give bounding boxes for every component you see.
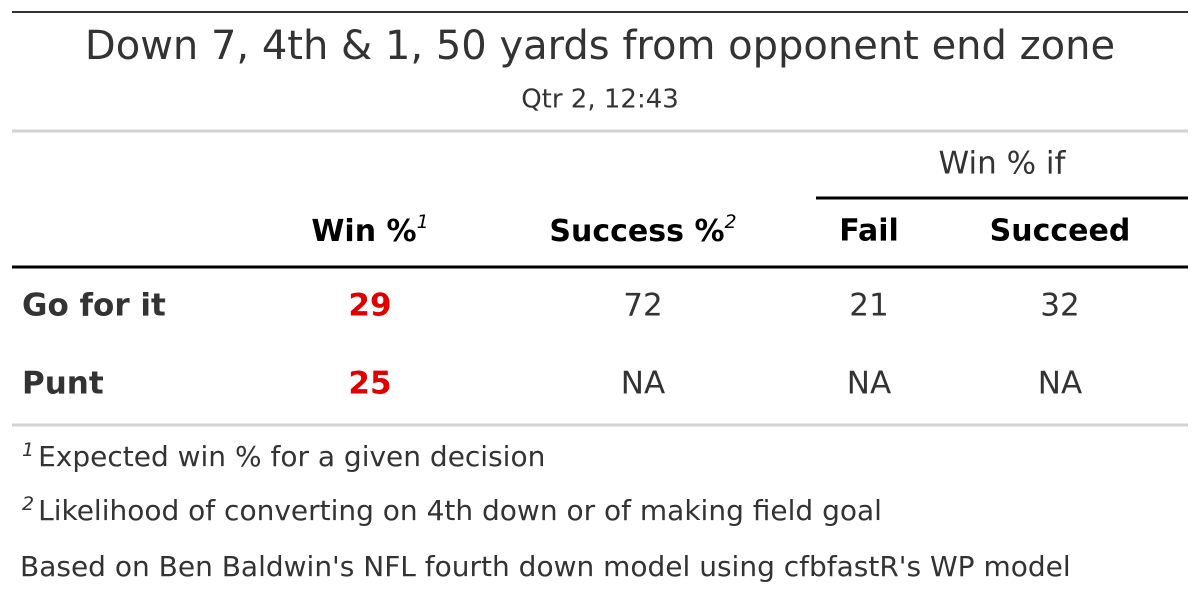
column-text: Success %: [549, 214, 724, 249]
cell: NA: [847, 366, 891, 402]
footnote: 1 Expected win % for a given decision: [22, 439, 545, 474]
column-label: Fail: [839, 214, 899, 249]
cell: 25: [348, 366, 391, 402]
row-label: Go for it: [22, 288, 166, 324]
footnote-mark: 1: [417, 211, 429, 233]
footnote-text: Expected win % for a given decision: [38, 440, 545, 473]
title: Down 7, 4th & 1, 50 yards from opponent …: [85, 23, 1115, 69]
footnote: 2 Likelihood of converting on 4th down or…: [22, 493, 882, 528]
column-text: Win %: [311, 214, 416, 249]
footnote-text: Likelihood of converting on 4th down or …: [38, 494, 882, 527]
cell: 72: [623, 288, 662, 324]
subtitle: Qtr 2, 12:43: [521, 85, 679, 115]
footnote-mark: 2: [22, 493, 34, 515]
column-label: Win %1: [311, 211, 428, 249]
cell: 21: [849, 288, 888, 324]
source-note: Based on Ben Baldwin's NFL fourth down m…: [20, 550, 1071, 583]
spanner: Win % if: [939, 146, 1067, 182]
footnote-mark: 1: [22, 439, 34, 461]
column-label: Succeed: [990, 214, 1131, 249]
table-body: Go for it 29 72 21 32 Punt 25 NA NA NA: [22, 288, 1082, 402]
cell: 29: [348, 288, 391, 324]
cell: NA: [1038, 366, 1082, 402]
cell: 32: [1040, 288, 1079, 324]
footnote-mark: 2: [725, 211, 737, 233]
row-label: Punt: [22, 366, 104, 402]
cell: NA: [621, 366, 665, 402]
column-label: Success %2: [549, 211, 736, 249]
